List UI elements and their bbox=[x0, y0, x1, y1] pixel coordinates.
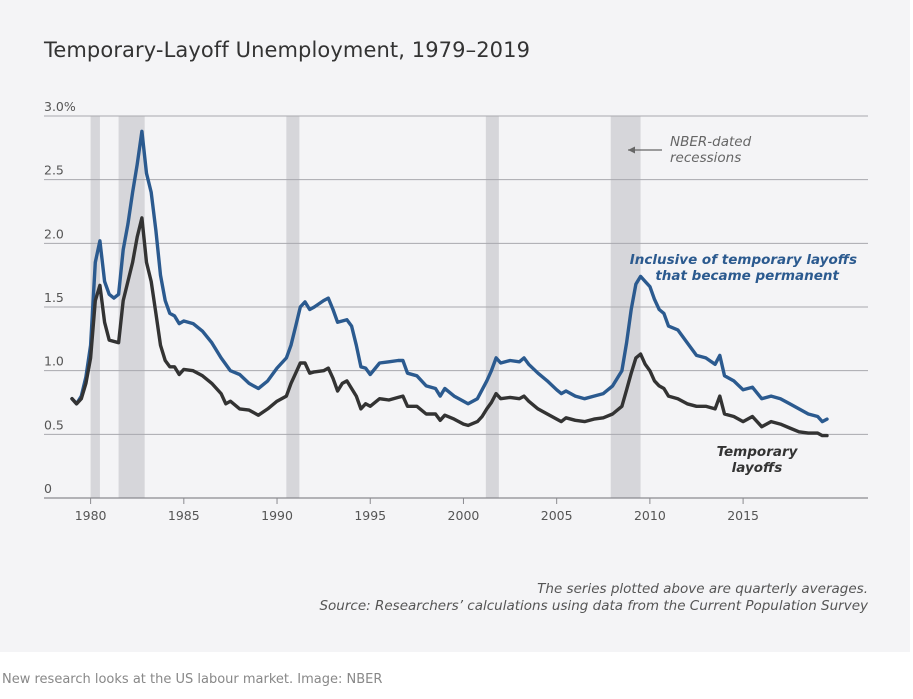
y-tick-label: 3.0% bbox=[44, 99, 76, 114]
x-tick-label: 2000 bbox=[448, 508, 480, 523]
y-tick-label: 0 bbox=[44, 481, 52, 496]
y-tick-label: 1.5 bbox=[44, 290, 64, 305]
series-line-inclusive-permanent bbox=[70, 129, 829, 424]
note-source: Source: Researchers’ calculations using … bbox=[319, 598, 868, 614]
series-lines bbox=[70, 129, 829, 438]
x-tick-label: 1990 bbox=[261, 508, 293, 523]
series-label-temporary-line-1: Temporary bbox=[717, 444, 799, 460]
image-caption: New research looks at the US labour mark… bbox=[2, 672, 383, 687]
y-tick-label: 1.0 bbox=[44, 354, 64, 369]
y-tick-label: 0.5 bbox=[44, 417, 64, 432]
chart-card: Temporary-Layoff Unemployment, 1979–2019… bbox=[0, 0, 910, 652]
x-tick-label: 1985 bbox=[168, 508, 200, 523]
recession-label-line-1: NBER-dated bbox=[670, 134, 752, 150]
line-chart: 0 0.5 1.0 1.5 2.0 2.5 3.0% 1980 1985 1990 1995 2000… bbox=[44, 99, 868, 523]
x-tick-label: 1980 bbox=[75, 508, 107, 523]
y-tick-label: 2.0 bbox=[44, 226, 64, 241]
x-tick-label: 2015 bbox=[727, 508, 759, 523]
recession-arrow-head-icon bbox=[628, 146, 635, 154]
note-quarterly: The series plotted above are quarterly a… bbox=[537, 581, 868, 597]
chart-title: Temporary-Layoff Unemployment, 1979–2019 bbox=[44, 38, 531, 62]
y-tick-label: 2.5 bbox=[44, 163, 64, 178]
series-label-inclusive-line-2: that became permanent bbox=[655, 268, 839, 284]
series-line-temporary-layoffs bbox=[70, 216, 829, 438]
series-label-inclusive-line-1: Inclusive of temporary layoffs bbox=[630, 252, 857, 268]
recession-label-line-2: recessions bbox=[670, 150, 741, 166]
series-label-temporary-line-2: layoffs bbox=[732, 460, 783, 476]
x-tick-label: 1995 bbox=[354, 508, 386, 523]
x-tick-label: 2010 bbox=[634, 508, 666, 523]
annotations: NBER-dated recessions Inclusive of tempo… bbox=[628, 134, 857, 476]
axes: 0 0.5 1.0 1.5 2.0 2.5 3.0% 1980 1985 1990 1995 2000… bbox=[44, 99, 868, 523]
x-tick-label: 2005 bbox=[541, 508, 573, 523]
